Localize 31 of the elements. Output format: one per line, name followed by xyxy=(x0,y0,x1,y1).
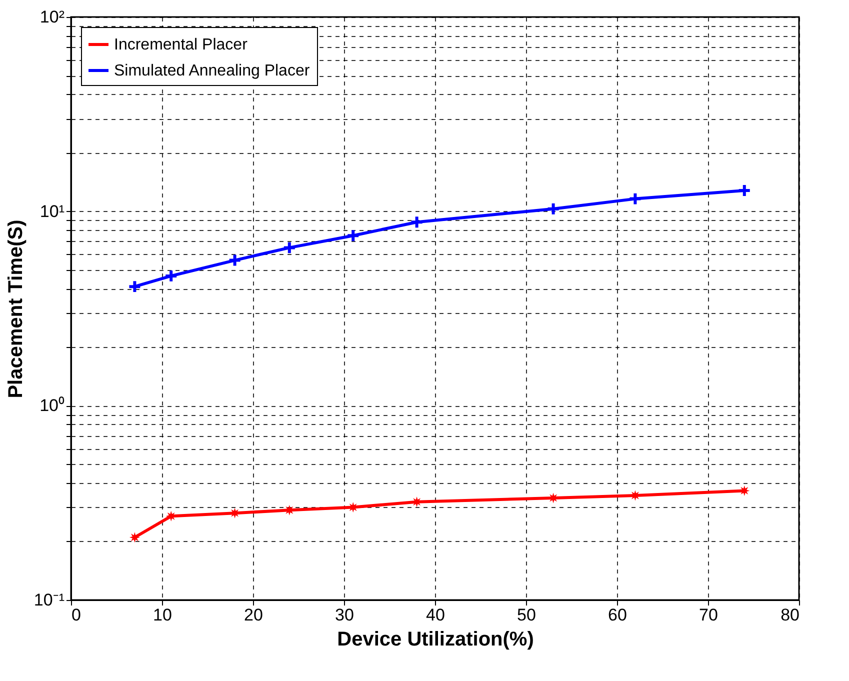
point xyxy=(228,253,242,268)
x-tick-label: 40 xyxy=(426,606,445,624)
x-tick-label: 0 xyxy=(72,606,81,624)
x-axis-title: Device Utilization(%) xyxy=(337,628,534,650)
point xyxy=(284,504,295,516)
point xyxy=(348,502,358,513)
point xyxy=(129,532,140,543)
point xyxy=(739,485,750,496)
y-axis-title: Placement Time(S) xyxy=(4,220,27,398)
y-tick-label: 10⁻¹ xyxy=(34,590,65,610)
x-tick-label: 70 xyxy=(699,606,718,624)
y-tick-label: 10² xyxy=(40,8,65,26)
legend-label: Incremental Placer xyxy=(114,36,248,54)
point xyxy=(164,268,178,283)
legend-label: Simulated Annealing Placer xyxy=(114,62,310,80)
point xyxy=(346,228,360,243)
point xyxy=(166,510,176,522)
y-tick-label: 10¹ xyxy=(40,202,65,221)
x-tick-label: 20 xyxy=(244,606,263,624)
x-tick-label: 10 xyxy=(153,606,172,624)
x-tick-label: 80 xyxy=(780,606,800,624)
x-tick-label: 60 xyxy=(608,606,627,624)
point xyxy=(282,240,296,255)
point xyxy=(737,184,752,198)
y-tick-label: 10⁰ xyxy=(40,396,64,416)
point xyxy=(128,280,142,294)
x-tick-label: 50 xyxy=(517,606,536,624)
point xyxy=(628,192,642,206)
point xyxy=(410,215,424,230)
x-tick-label: 30 xyxy=(335,606,354,624)
point xyxy=(546,202,560,216)
